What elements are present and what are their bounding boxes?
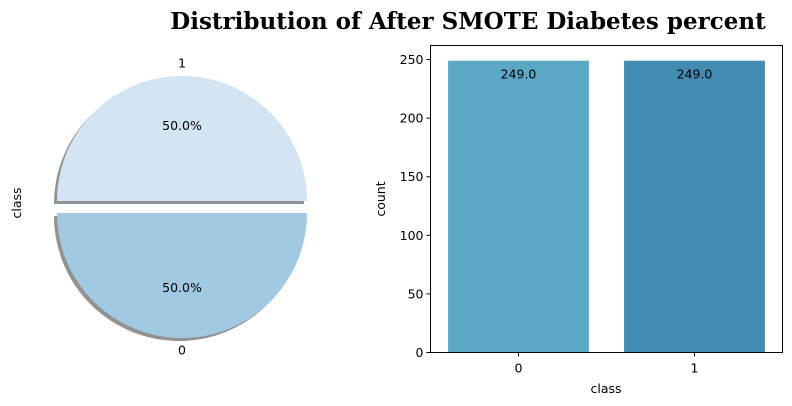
y-tick-label: 250 [400,52,424,67]
bar-value-label: 249.0 [501,67,537,82]
y-tick-label: 50 [408,286,424,301]
y-tick-label: 200 [400,111,424,126]
bar-0 [448,60,589,353]
pie-slice-0 [57,213,307,338]
bar-ylabel: count [373,181,388,216]
pie-ylabel: class [9,187,24,218]
pie-pct-label-0: 50.0% [162,280,202,295]
figure-title: Distribution of After SMOTE Diabetes per… [170,8,766,35]
pie-pct-label-1: 50.0% [162,118,202,133]
y-tick-label: 150 [400,169,424,184]
pie-label-1: 1 [178,56,186,71]
bar-chart: class count 249.0 0 249.0 1 0 50 100 150 200 250 [373,45,783,396]
pie-chart: class 1 50.0% 0 50.0% [9,56,307,358]
bar-value-label: 249.0 [677,67,713,82]
x-tick-label: 1 [691,361,699,376]
pie-slice-1 [57,76,307,201]
bar-xlabel: class [590,381,621,396]
pie-label-0: 0 [178,343,186,358]
y-tick-label: 0 [416,345,424,360]
bar-axes-frame [430,45,783,353]
y-tick-label: 100 [400,228,424,243]
bar-1 [624,60,765,353]
x-tick-label: 0 [515,361,523,376]
